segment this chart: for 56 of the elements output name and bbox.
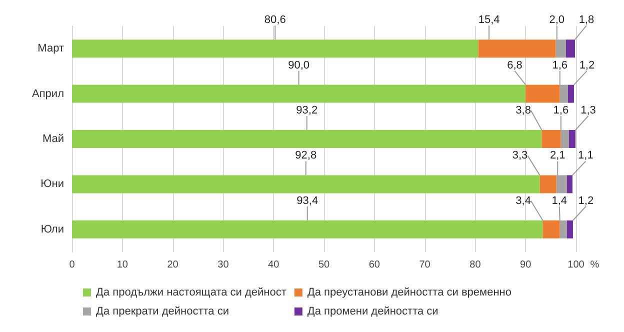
x-tick-label: 90 — [520, 260, 532, 270]
data-label: 15,4 — [478, 14, 500, 26]
bar — [72, 220, 543, 238]
bar — [566, 175, 572, 194]
bar — [542, 220, 560, 238]
legend-label: Да продължи настоящата си дейност — [96, 286, 286, 298]
y-tick-label: Март — [38, 42, 64, 55]
data-label: 1,6 — [552, 59, 568, 72]
bar — [566, 220, 573, 238]
x-tick-label: 30 — [218, 260, 230, 270]
bar — [568, 84, 574, 103]
data-label: 3,4 — [516, 194, 531, 207]
legend-label: Да промени дейността си — [307, 306, 438, 318]
data-label: 93,4 — [296, 194, 318, 207]
bar — [568, 130, 576, 148]
x-tick-label: 60 — [368, 260, 380, 270]
x-tick-label: 20 — [167, 260, 179, 270]
x-axis-title: % — [590, 260, 600, 270]
bar — [540, 175, 556, 194]
x-tick-label: 80 — [470, 260, 482, 270]
data-label: 1,4 — [552, 194, 568, 207]
y-tick-label: Май — [42, 133, 64, 145]
data-label: 1,2 — [579, 59, 595, 72]
data-label: 93,2 — [296, 104, 318, 116]
data-label: 2,0 — [549, 14, 565, 26]
data-label: 1,1 — [578, 150, 594, 162]
data-label: 80,6 — [264, 14, 286, 26]
bar — [72, 40, 478, 58]
bar — [566, 40, 575, 58]
data-label: 3,8 — [516, 104, 531, 116]
x-tick-label: 0 — [69, 260, 76, 270]
bar — [72, 175, 540, 194]
legend-label: Да прекрати дейността си — [96, 306, 230, 318]
x-tick-label: 70 — [419, 260, 431, 270]
y-tick-label: Април — [32, 88, 64, 100]
bar — [72, 130, 542, 148]
bar — [72, 84, 526, 103]
data-label: 1,2 — [578, 194, 594, 207]
data-label: 1,3 — [580, 104, 596, 116]
bar — [542, 130, 561, 148]
x-tick-label: 40 — [268, 260, 280, 270]
y-tick-label: Юли — [40, 223, 64, 236]
data-label: 92,8 — [295, 150, 317, 162]
bar — [478, 40, 556, 58]
data-label: 1,8 — [578, 14, 594, 26]
x-tick-label: 50 — [318, 260, 330, 270]
data-label: 2,1 — [550, 150, 566, 162]
x-tick-label: 10 — [116, 260, 128, 270]
data-label: 3,3 — [512, 150, 528, 162]
data-label: 1,6 — [553, 104, 569, 116]
y-tick-label: Юни — [40, 178, 64, 190]
bar — [526, 84, 560, 103]
x-tick-label: 100 — [568, 260, 585, 270]
data-label: 6,8 — [507, 59, 522, 72]
legend-label: Да преустанови дейността си временно — [307, 286, 512, 298]
data-label: 90,0 — [288, 59, 310, 72]
